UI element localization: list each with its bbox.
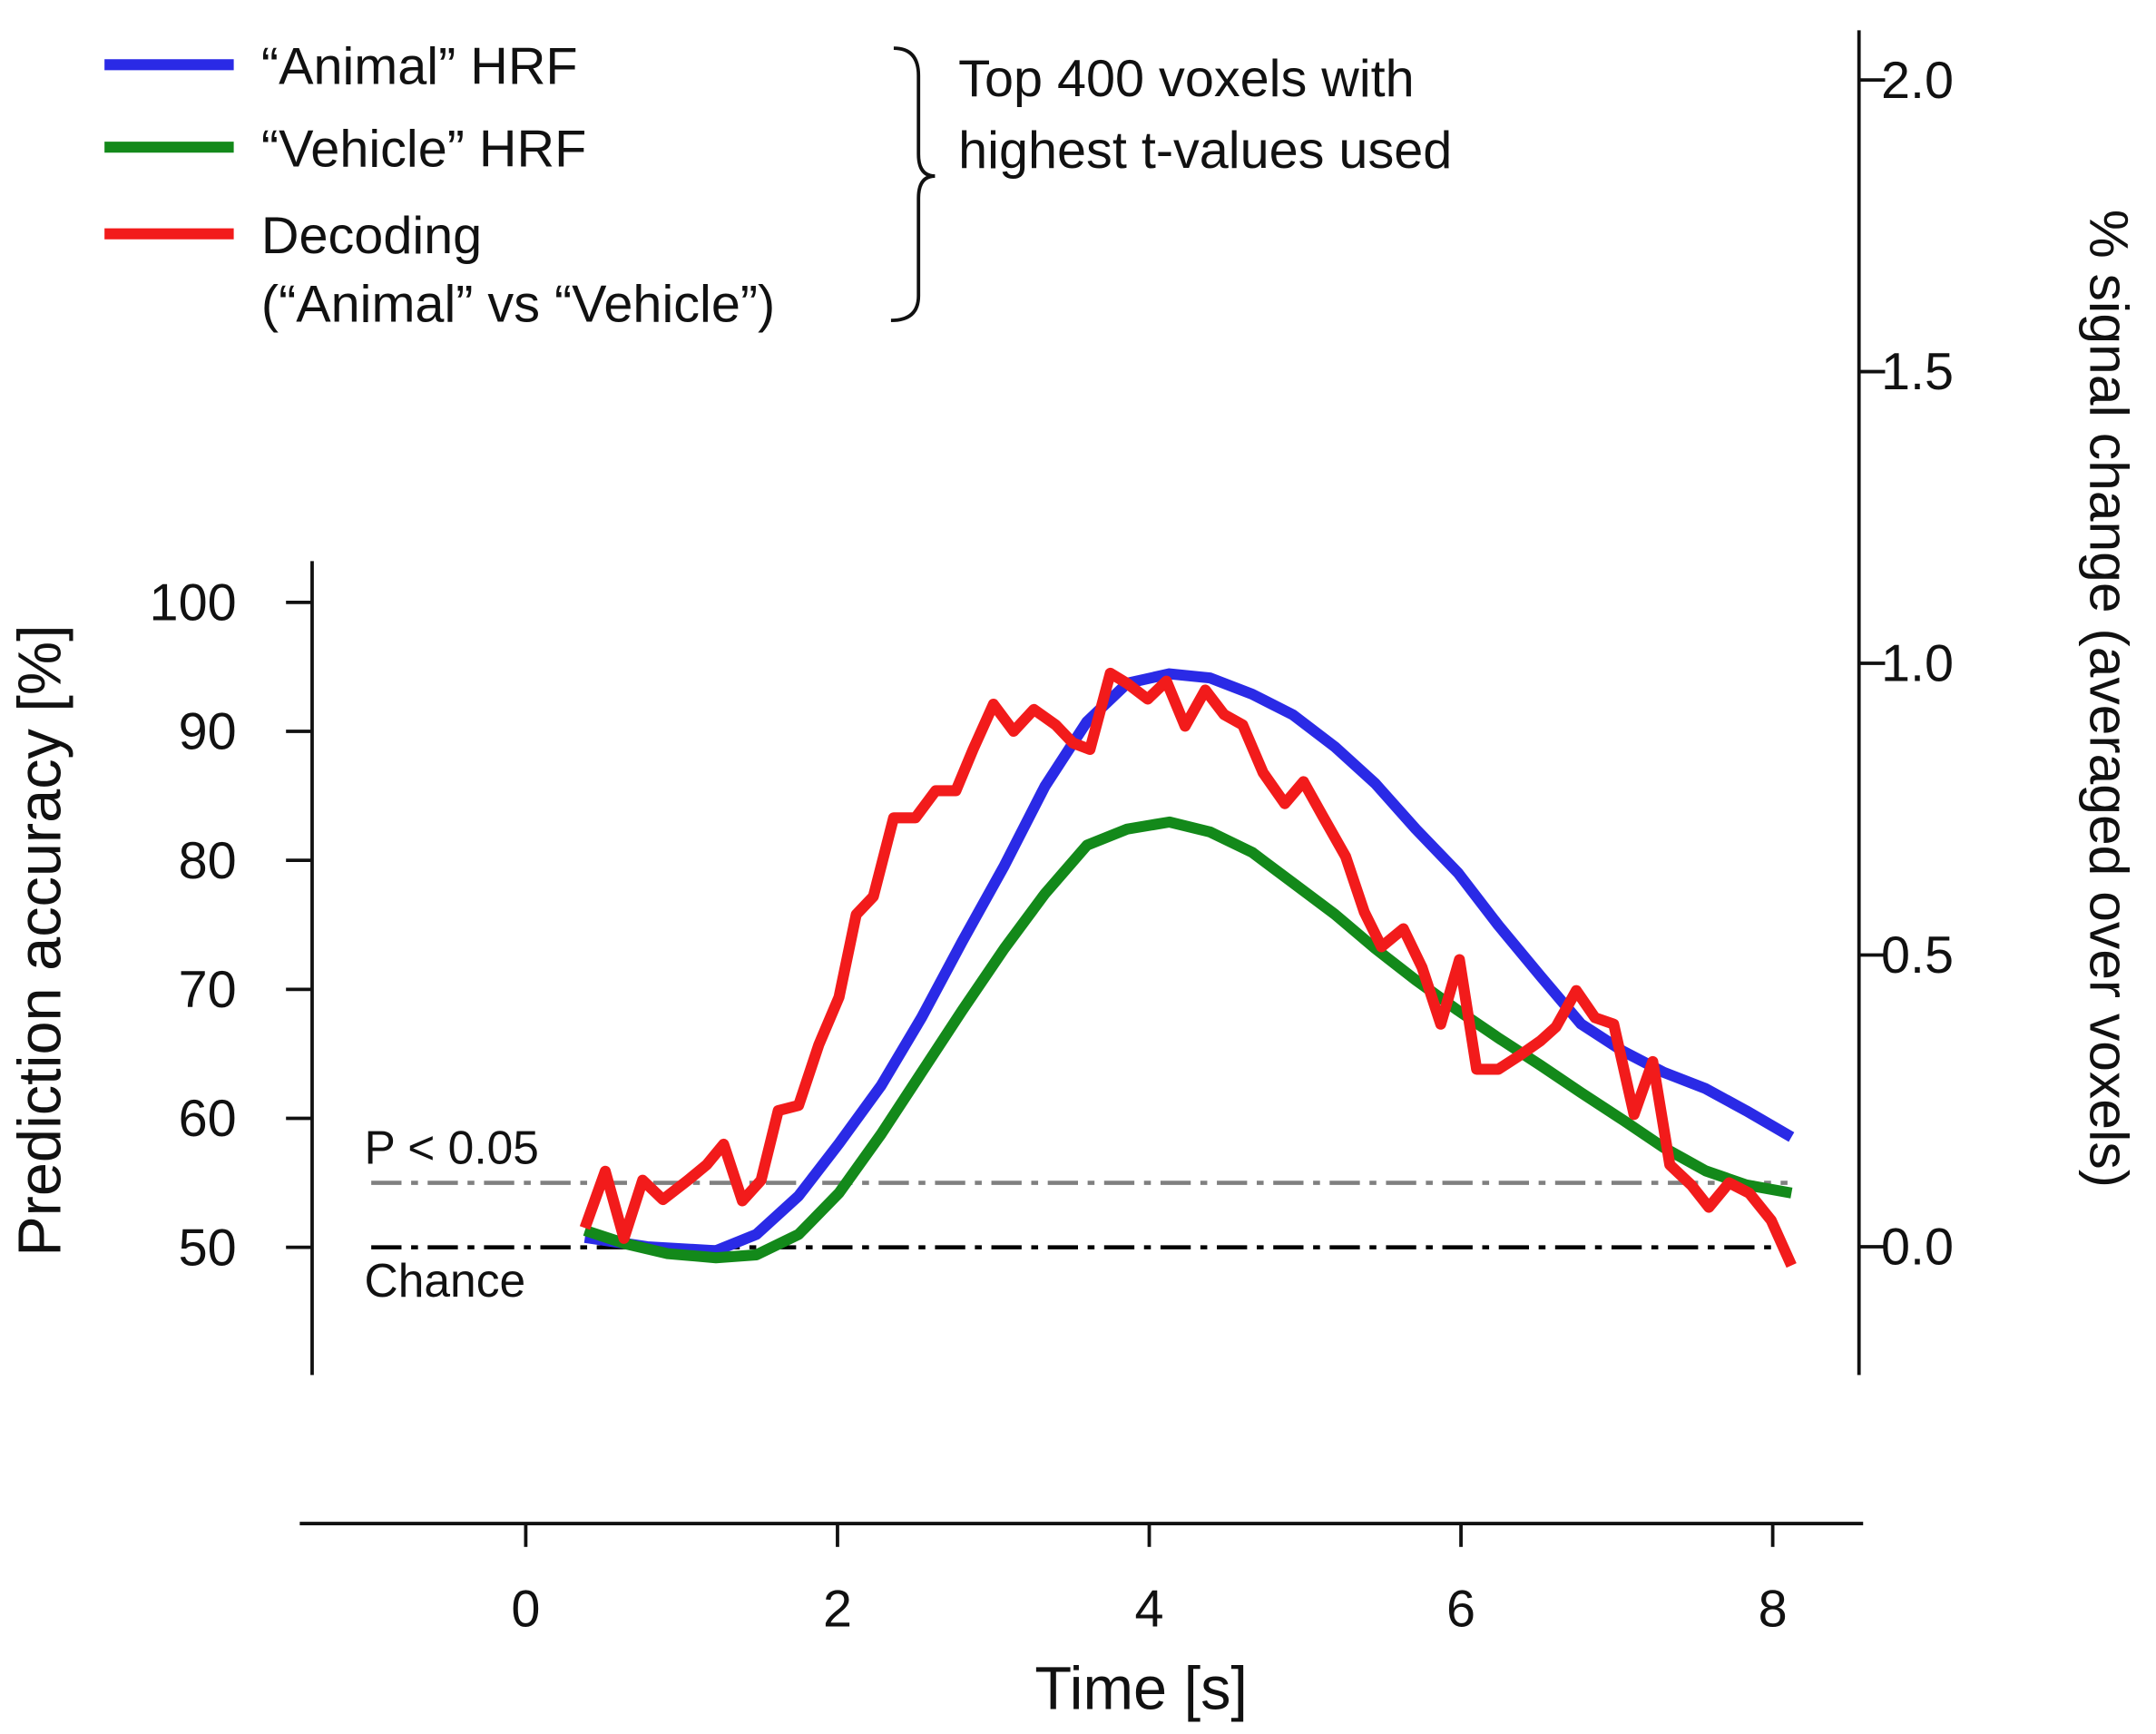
y2-tick-label: 1.0 bbox=[1881, 635, 1954, 693]
y2-tick-label: 2.0 bbox=[1881, 52, 1954, 110]
y2-tick-label: 0.0 bbox=[1881, 1219, 1954, 1277]
y-axis-title: Prediction accuracy [%] bbox=[7, 624, 74, 1256]
legend-label: “Vehicle” HRF bbox=[261, 120, 586, 178]
y2-axis-title: % signal change (averaged over voxels) bbox=[2078, 210, 2140, 1188]
x-tick-label: 8 bbox=[1759, 1581, 1788, 1639]
legend-label: “Animal” HRF bbox=[261, 38, 578, 96]
series-line bbox=[583, 816, 1793, 1264]
x-axis-title: Time [s] bbox=[1034, 1656, 1248, 1723]
x-tick-label: 2 bbox=[823, 1581, 852, 1639]
y-tick-label: 90 bbox=[179, 703, 237, 761]
x-tick-label: 0 bbox=[511, 1581, 540, 1639]
series-line bbox=[583, 668, 1795, 1257]
y-tick-label: 100 bbox=[150, 574, 237, 632]
annotation: highest t-values used bbox=[958, 122, 1452, 180]
y2-tick-label: 0.5 bbox=[1881, 926, 1954, 985]
y2-tick-label: 1.5 bbox=[1881, 343, 1954, 401]
y-tick-label: 70 bbox=[179, 961, 237, 1019]
series-line bbox=[579, 667, 1797, 1269]
reference-label: P < 0.05 bbox=[365, 1121, 539, 1173]
legend-note: (“Animal” vs “Vehicle”) bbox=[261, 276, 775, 334]
y-tick-label: 50 bbox=[179, 1219, 237, 1277]
x-tick-label: 4 bbox=[1134, 1581, 1163, 1639]
bracket bbox=[890, 46, 936, 323]
y-tick-label: 60 bbox=[179, 1090, 237, 1148]
reference-label: Chance bbox=[365, 1254, 526, 1307]
x-tick-label: 6 bbox=[1446, 1581, 1475, 1639]
y-tick-label: 80 bbox=[179, 832, 237, 890]
legend-label: Decoding bbox=[261, 207, 482, 265]
annotation: Top 400 voxels with bbox=[958, 50, 1415, 108]
